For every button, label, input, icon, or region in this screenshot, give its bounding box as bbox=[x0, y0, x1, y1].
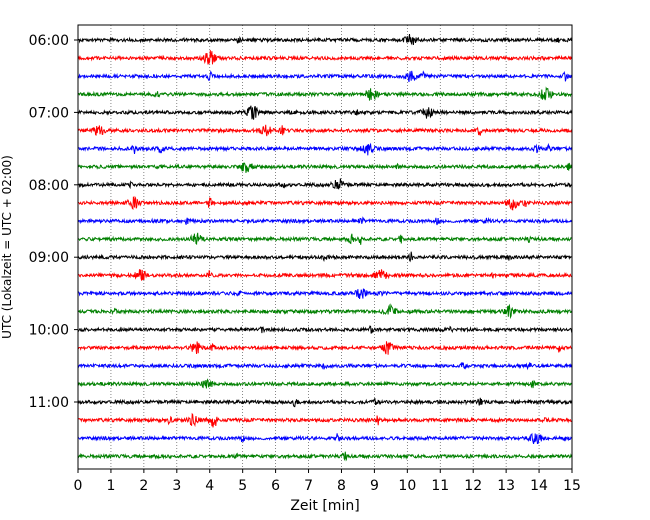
plot-frame bbox=[77, 24, 573, 470]
x-tick-label: 3 bbox=[172, 478, 181, 494]
seismic-trace bbox=[77, 216, 573, 226]
seismic-trace bbox=[77, 232, 573, 246]
x-tick-label: 4 bbox=[205, 478, 214, 494]
seismic-trace bbox=[78, 303, 573, 320]
y-tick-label: 10:00 bbox=[29, 323, 69, 339]
x-tick-label: 0 bbox=[74, 478, 83, 494]
y-axis: 06:00 07:00 08:00 09:00 10:00 11:00 bbox=[29, 33, 78, 411]
x-tick-label: 9 bbox=[370, 478, 379, 494]
y-tick-label: 09:00 bbox=[29, 250, 69, 266]
seismic-trace bbox=[77, 451, 573, 462]
seismic-trace bbox=[77, 34, 573, 46]
seismic-trace bbox=[77, 124, 573, 137]
seismic-trace bbox=[77, 162, 573, 173]
seismic-trace bbox=[77, 195, 573, 211]
seismic-trace bbox=[77, 50, 573, 65]
seismic-trace bbox=[77, 397, 573, 408]
seismic-trace bbox=[77, 378, 573, 389]
y-tick-label: 06:00 bbox=[29, 33, 69, 49]
x-tick-label: 2 bbox=[139, 478, 148, 494]
seismic-trace bbox=[77, 361, 573, 371]
x-tick-label: 13 bbox=[497, 478, 515, 494]
seismic-trace bbox=[77, 269, 573, 281]
grid-lines bbox=[110, 25, 540, 469]
x-tick-label: 15 bbox=[563, 478, 581, 494]
seismic-trace bbox=[77, 142, 573, 156]
x-tick-label: 10 bbox=[398, 478, 416, 494]
y-axis-title: UTC (Lokalzeit = UTC + 02:00) bbox=[0, 155, 14, 339]
x-tick-label: 8 bbox=[337, 478, 346, 494]
seismic-trace bbox=[77, 288, 573, 299]
seismic-traces bbox=[77, 34, 573, 462]
x-tick-label: 11 bbox=[431, 478, 449, 494]
seismic-trace bbox=[78, 341, 573, 355]
x-axis-title: Zeit [min] bbox=[290, 498, 359, 514]
x-tick-label: 7 bbox=[304, 478, 313, 494]
x-axis: 0 1 2 3 4 5 6 7 8 9 10 11 12 13 14 15 bbox=[74, 469, 581, 494]
x-tick-label: 1 bbox=[106, 478, 115, 494]
x-tick-label: 12 bbox=[464, 478, 482, 494]
seismic-trace bbox=[77, 251, 573, 263]
seismic-trace bbox=[77, 178, 573, 190]
seismic-trace bbox=[77, 412, 573, 428]
seismic-trace bbox=[77, 105, 573, 120]
seismic-trace bbox=[77, 70, 573, 83]
seismic-trace bbox=[77, 86, 573, 101]
y-tick-label: 11:00 bbox=[29, 395, 69, 411]
y-tick-label: 08:00 bbox=[29, 178, 69, 194]
x-tick-label: 5 bbox=[238, 478, 247, 494]
x-tick-label: 14 bbox=[530, 478, 548, 494]
y-tick-label: 07:00 bbox=[29, 105, 69, 121]
seismic-trace bbox=[77, 325, 573, 334]
seismic-trace bbox=[77, 432, 573, 445]
x-tick-label: 6 bbox=[271, 478, 280, 494]
